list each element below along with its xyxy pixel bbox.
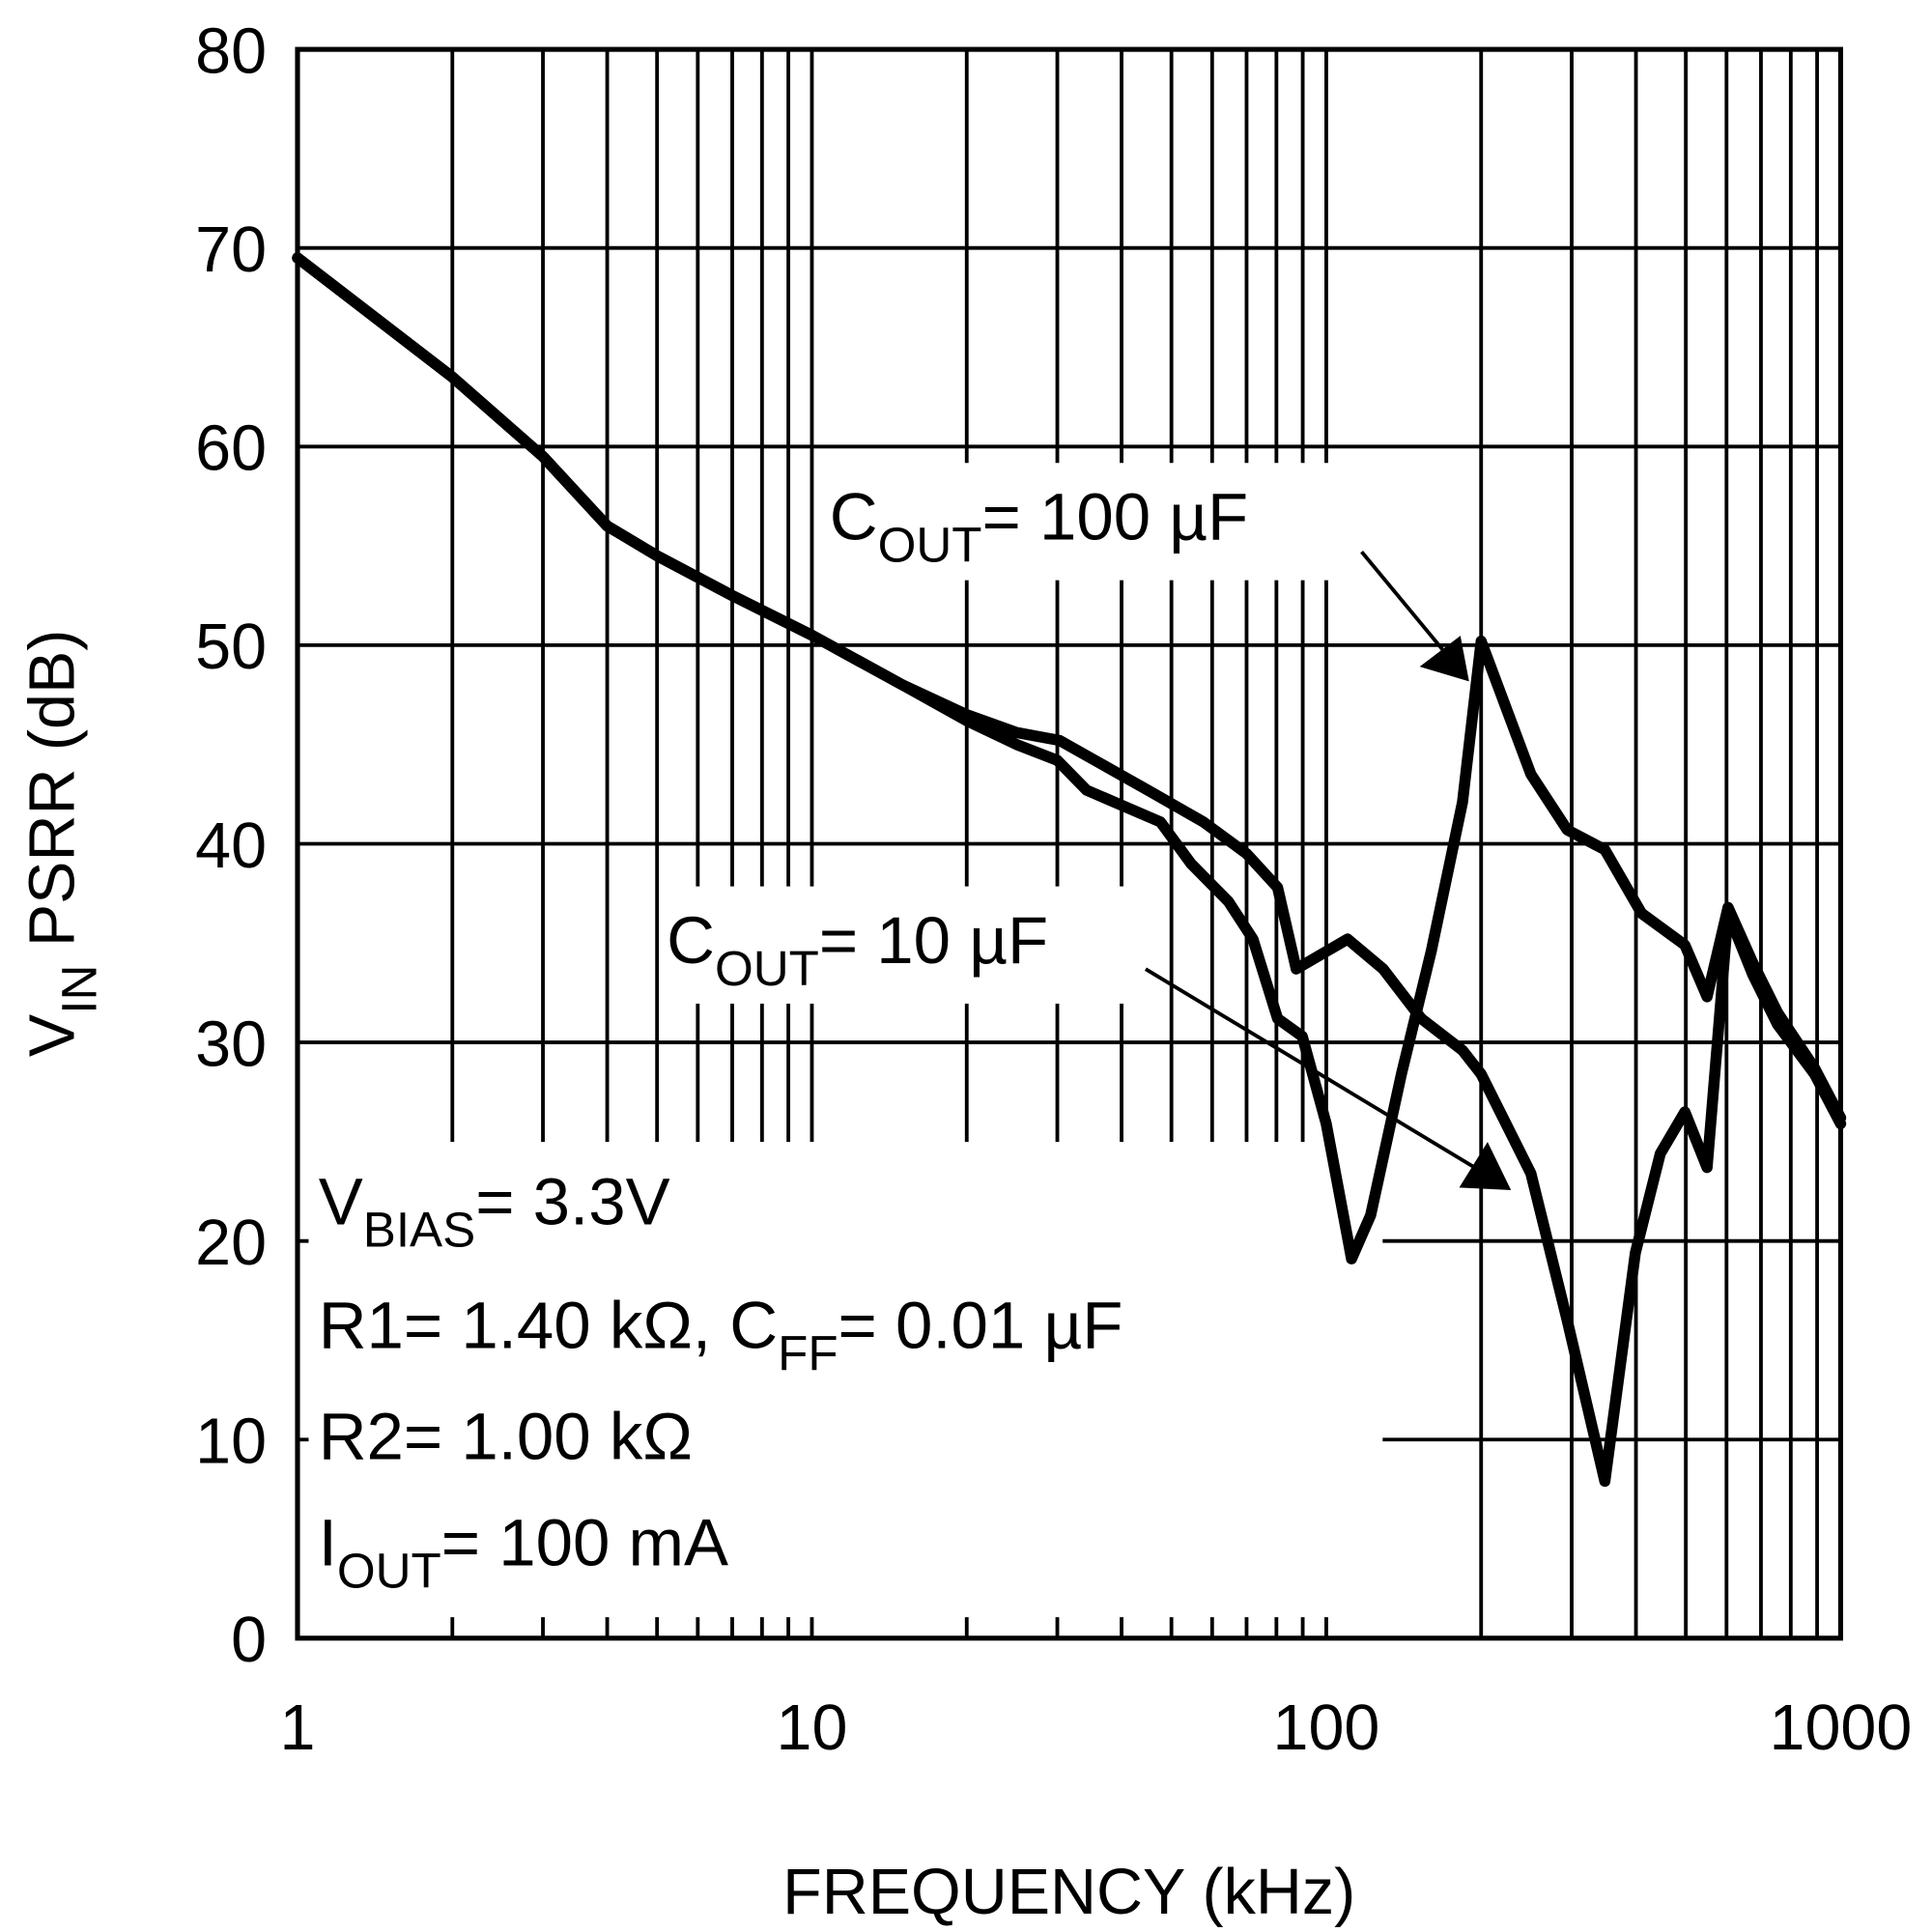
y-tick-label: 10 (195, 1406, 267, 1478)
series-line-cout-100uf (292, 252, 1847, 1264)
tick-labels: 1 10 100 1000 0 10 20 30 40 50 60 70 80 (195, 15, 1912, 1763)
plot-frame (295, 46, 1843, 1641)
y-tick-label: 30 (195, 1009, 267, 1080)
x-axis-label: FREQUENCY (kHz) (782, 1857, 1355, 1928)
r2-label: R2= 1.00 kΩ (319, 1400, 693, 1474)
y-tick-label: 0 (231, 1605, 267, 1676)
y-tick-label: 50 (195, 611, 267, 683)
y-tick-label: 40 (195, 810, 267, 882)
vbias-label: VBIAS= 3.3V (319, 1165, 670, 1258)
x-tick-label: 10 (777, 1692, 848, 1764)
x-tick-label: 1000 (1770, 1692, 1913, 1764)
cout100-box (820, 463, 1377, 581)
cout100-label: COUT= 100 µF (830, 479, 1248, 572)
cout10-box (660, 886, 1167, 1004)
x-tick-label: 100 (1273, 1692, 1380, 1764)
x-tick-label: 1 (280, 1692, 316, 1764)
r1-cff-label: R1= 1.40 kΩ, CFF= 0.01 µF (319, 1289, 1123, 1381)
cout10-arrow (1144, 967, 1512, 1190)
y-tick-label: 60 (195, 413, 267, 485)
y-tick-label: 70 (195, 214, 267, 286)
iout-label: IOUT= 100 mA (319, 1505, 728, 1598)
y-tick-label: 80 (195, 15, 267, 87)
conditions-box (308, 1142, 1383, 1618)
cout100-arrow (1360, 551, 1469, 682)
y-tick-label: 20 (195, 1208, 267, 1279)
series-group (292, 252, 1847, 1488)
y-axis-label: VIN PSRR (dB) (17, 630, 107, 1057)
cout10-label: COUT= 10 µF (667, 903, 1048, 996)
